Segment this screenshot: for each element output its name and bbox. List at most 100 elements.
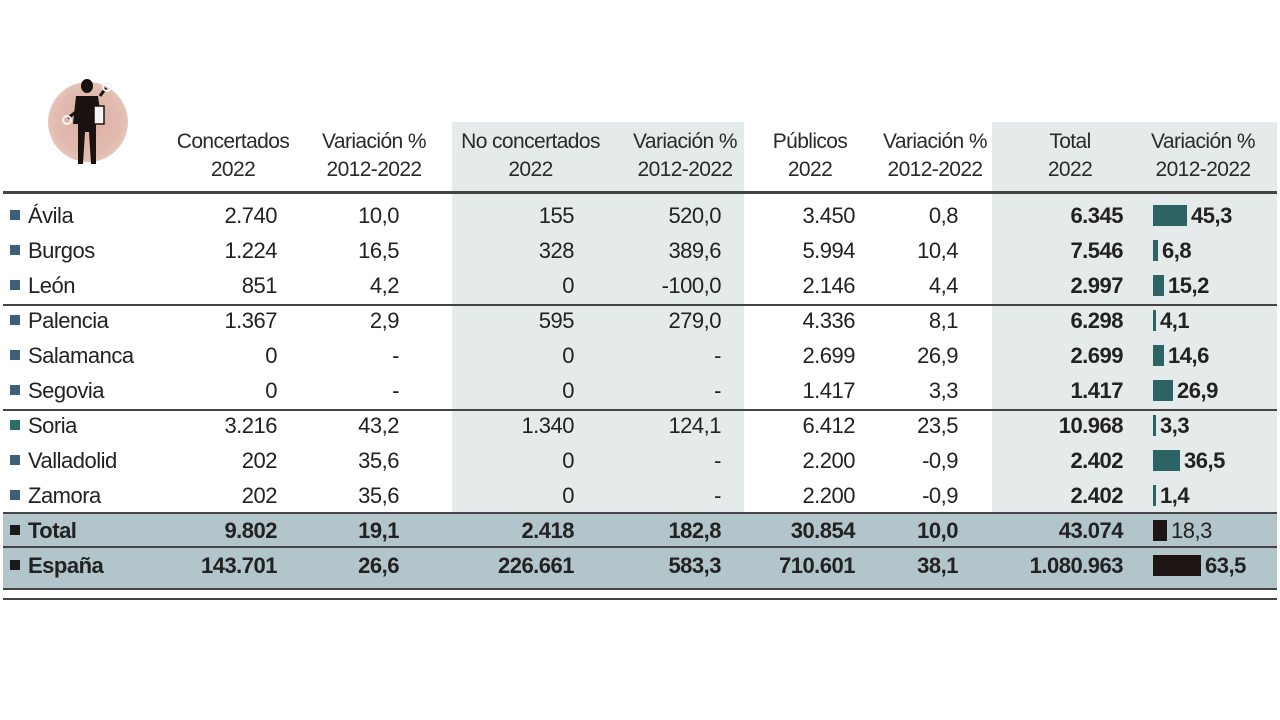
variation-bar <box>1153 310 1156 331</box>
cell-publicos: 30.854 <box>790 518 856 543</box>
cell-total: 2.997 <box>1070 273 1123 298</box>
worker-with-wrenches-icon <box>46 76 130 170</box>
cell-var-conc: 19,1 <box>358 518 399 543</box>
row-label: España <box>10 548 104 583</box>
cell-var-conc: - <box>392 343 399 368</box>
cell-concertados: 1.224 <box>224 238 277 263</box>
cell-var-conc: 16,5 <box>358 238 399 263</box>
cell-var-pub: -0,9 <box>922 448 958 473</box>
cell-publicos: 5.994 <box>802 238 855 263</box>
variation-bar-cell: 15,2 <box>1153 268 1278 303</box>
cell-total: 1.080.963 <box>1029 553 1124 578</box>
table-row: Soria 3.216 43,2 1.340 124,1 6.412 23,5 10.968 3… <box>0 408 1280 443</box>
variation-bar-cell: 63,5 <box>1153 548 1278 583</box>
row-label: Ávila <box>10 198 74 233</box>
square-bullet-icon <box>10 455 20 466</box>
cell-publicos: 2.699 <box>802 343 855 368</box>
cell-var-noconc: 279,0 <box>668 308 721 333</box>
header-divider <box>3 191 1277 194</box>
variation-bar <box>1153 380 1173 401</box>
square-bullet-icon <box>10 525 20 536</box>
square-bullet-icon <box>10 420 20 431</box>
row-label: León <box>10 268 75 303</box>
cell-var-pub: 8,1 <box>928 308 959 333</box>
variation-total-value: 63,5 <box>1205 553 1246 578</box>
header-concertados: Concertados 2022 <box>176 130 290 181</box>
table-row: Palencia 1.367 2,9 595 279,0 4.336 8,1 6.298 4,1 <box>0 303 1280 338</box>
cell-total: 6.298 <box>1070 308 1123 333</box>
cell-var-pub: 10,0 <box>917 518 958 543</box>
table-row: Ávila 2.740 10,0 155 520,0 3.450 0,8 6.345 45,3 <box>0 198 1280 233</box>
header-var-concertados: Variación % 2012-2022 <box>322 130 427 181</box>
square-bullet-icon <box>10 315 20 326</box>
cell-no-conc: 595 <box>538 308 575 333</box>
cell-no-conc: 1.340 <box>521 413 574 438</box>
table-row: Salamanca 0 - 0 - 2.699 26,9 2.699 14,6 <box>0 338 1280 373</box>
row-label: Soria <box>10 408 77 443</box>
variation-bar <box>1153 275 1164 296</box>
cell-concertados: 0 <box>265 378 277 403</box>
header-total: Total 2022 <box>1047 130 1093 181</box>
cell-concertados: 3.216 <box>224 413 277 438</box>
cell-total: 10.968 <box>1058 413 1124 438</box>
variation-total-value: 14,6 <box>1168 343 1209 368</box>
cell-publicos: 6.412 <box>802 413 855 438</box>
cell-var-noconc: 124,1 <box>668 413 721 438</box>
table-row: León 851 4,2 0 -100,0 2.146 4,4 2.997 15,2 <box>0 268 1280 303</box>
square-bullet-icon <box>10 280 20 291</box>
cell-publicos: 3.450 <box>802 203 855 228</box>
cell-var-pub: 10,4 <box>917 238 958 263</box>
variation-total-value: 6,8 <box>1162 238 1192 263</box>
cell-no-conc: 328 <box>538 238 575 263</box>
variation-bar-cell: 18,3 <box>1153 513 1278 548</box>
variation-total-value: 4,1 <box>1160 308 1190 333</box>
variation-bar <box>1153 485 1156 506</box>
summary-divider-mid <box>3 546 1277 548</box>
cell-concertados: 143.701 <box>200 553 278 578</box>
cell-var-pub: -0,9 <box>922 483 958 508</box>
header-var-publicos: Variación % 2012-2022 <box>883 130 988 181</box>
cell-var-conc: 35,6 <box>358 448 399 473</box>
total-column-shading <box>992 122 1277 512</box>
cell-publicos: 710.601 <box>778 553 856 578</box>
summary-divider-bottom <box>3 588 1277 590</box>
cell-concertados: 0 <box>265 343 277 368</box>
square-bullet-icon <box>10 560 20 571</box>
cell-total: 7.546 <box>1070 238 1123 263</box>
cell-no-conc: 155 <box>538 203 575 228</box>
cell-publicos: 2.200 <box>802 448 855 473</box>
cell-no-conc: 0 <box>562 448 574 473</box>
cell-var-conc: 26,6 <box>358 553 399 578</box>
header-var-total: Variación % 2012-2022 <box>1151 130 1256 181</box>
table-bottom-rule <box>3 598 1277 600</box>
header-publicos: Públicos 2022 <box>772 130 848 181</box>
cell-total: 2.402 <box>1070 483 1123 508</box>
square-bullet-icon <box>10 385 20 396</box>
cell-var-noconc: 520,0 <box>668 203 721 228</box>
variation-bar <box>1153 415 1156 436</box>
cell-total: 1.417 <box>1070 378 1123 403</box>
variation-bar <box>1153 520 1167 541</box>
cell-var-noconc: - <box>714 343 721 368</box>
cell-concertados: 2.740 <box>224 203 277 228</box>
cell-total: 2.699 <box>1070 343 1123 368</box>
variation-bar-cell: 14,6 <box>1153 338 1278 373</box>
cell-no-conc: 0 <box>562 273 574 298</box>
group-divider-1 <box>3 304 1277 306</box>
cell-var-noconc: -100,0 <box>661 273 722 298</box>
variation-bar-cell: 6,8 <box>1153 233 1278 268</box>
cell-var-noconc: 583,3 <box>668 553 721 578</box>
cell-var-noconc: 389,6 <box>668 238 721 263</box>
cell-var-noconc: 182,8 <box>668 518 721 543</box>
table-row: Burgos 1.224 16,5 328 389,6 5.994 10,4 7.546 6,8 <box>0 233 1280 268</box>
variation-total-value: 15,2 <box>1168 273 1209 298</box>
table-row: Segovia 0 - 0 - 1.417 3,3 1.417 26,9 <box>0 373 1280 408</box>
cell-total: 43.074 <box>1058 518 1124 543</box>
header-no-concertados: No concertados 2022 <box>461 130 600 181</box>
cell-var-conc: 2,9 <box>369 308 400 333</box>
cell-var-pub: 4,4 <box>928 273 959 298</box>
cell-concertados: 9.802 <box>224 518 277 543</box>
variation-bar <box>1153 450 1180 471</box>
cell-var-pub: 26,9 <box>917 343 958 368</box>
cell-var-conc: 4,2 <box>369 273 400 298</box>
